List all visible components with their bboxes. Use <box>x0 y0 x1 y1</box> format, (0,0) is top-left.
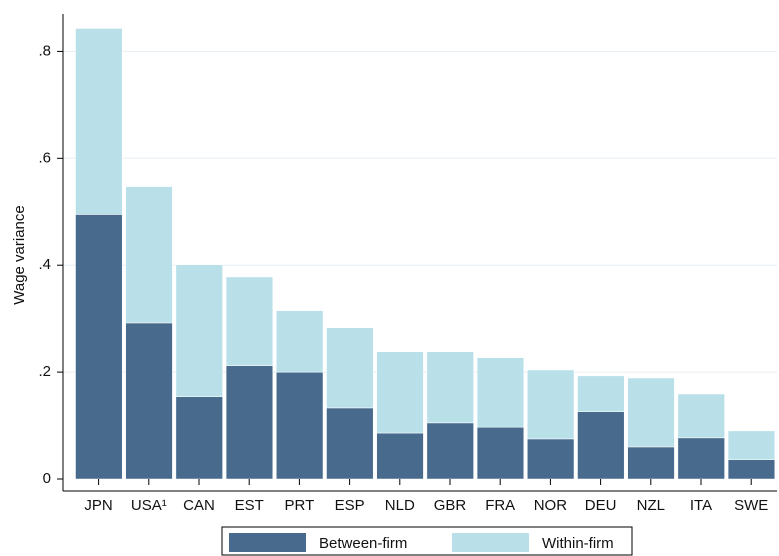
bar <box>326 327 374 409</box>
bar <box>577 411 625 480</box>
x-tick-label: PRT <box>285 497 315 514</box>
x-tick-label: NLD <box>385 497 415 514</box>
x-tick-label: EST <box>235 497 264 514</box>
bar <box>276 310 324 373</box>
bar <box>175 396 223 480</box>
bar <box>677 393 725 439</box>
bar <box>426 351 474 424</box>
bar <box>225 276 274 366</box>
x-tick-label: NZL <box>637 497 665 514</box>
x-tick-label: ITA <box>690 497 712 514</box>
x-tick-label: NOR <box>534 497 568 514</box>
x-tick-label: CAN <box>183 497 215 514</box>
bar <box>627 446 675 480</box>
bar <box>125 186 173 324</box>
bar <box>175 264 223 397</box>
x-tick-label: GBR <box>434 497 467 514</box>
x-tick-label: USA¹ <box>131 497 167 514</box>
y-tick-label: .4 <box>38 256 51 273</box>
legend-label: Between-firm <box>319 535 407 552</box>
legend-label: Within-firm <box>542 535 614 552</box>
bar <box>527 369 575 440</box>
bar <box>276 371 324 480</box>
x-tick-label: DEU <box>585 497 617 514</box>
bar <box>627 377 675 448</box>
bar <box>326 407 374 480</box>
bar <box>677 437 725 480</box>
y-tick-label: 0 <box>43 470 51 487</box>
x-tick-label: SWE <box>734 497 768 514</box>
y-tick-label: .8 <box>38 42 51 59</box>
bar <box>426 422 474 480</box>
bar <box>75 28 123 215</box>
bar <box>577 375 625 412</box>
y-tick-label: .6 <box>38 149 51 166</box>
bar <box>75 214 123 480</box>
legend-box <box>221 526 633 556</box>
bar <box>125 322 173 480</box>
bar <box>376 432 424 480</box>
bar <box>727 459 776 480</box>
bar <box>376 351 424 434</box>
legend-swatch <box>452 533 529 552</box>
y-axis-label: Wage variance <box>11 205 28 305</box>
bar <box>476 357 525 428</box>
x-tick-label: FRA <box>485 497 515 514</box>
x-tick-label: JPN <box>84 497 112 514</box>
bar <box>527 438 575 480</box>
x-tick-label: ESP <box>335 497 365 514</box>
legend-swatch <box>229 533 306 552</box>
bar <box>727 430 776 461</box>
y-tick-label: .2 <box>38 363 51 380</box>
bar <box>225 365 274 480</box>
bar <box>476 426 525 480</box>
